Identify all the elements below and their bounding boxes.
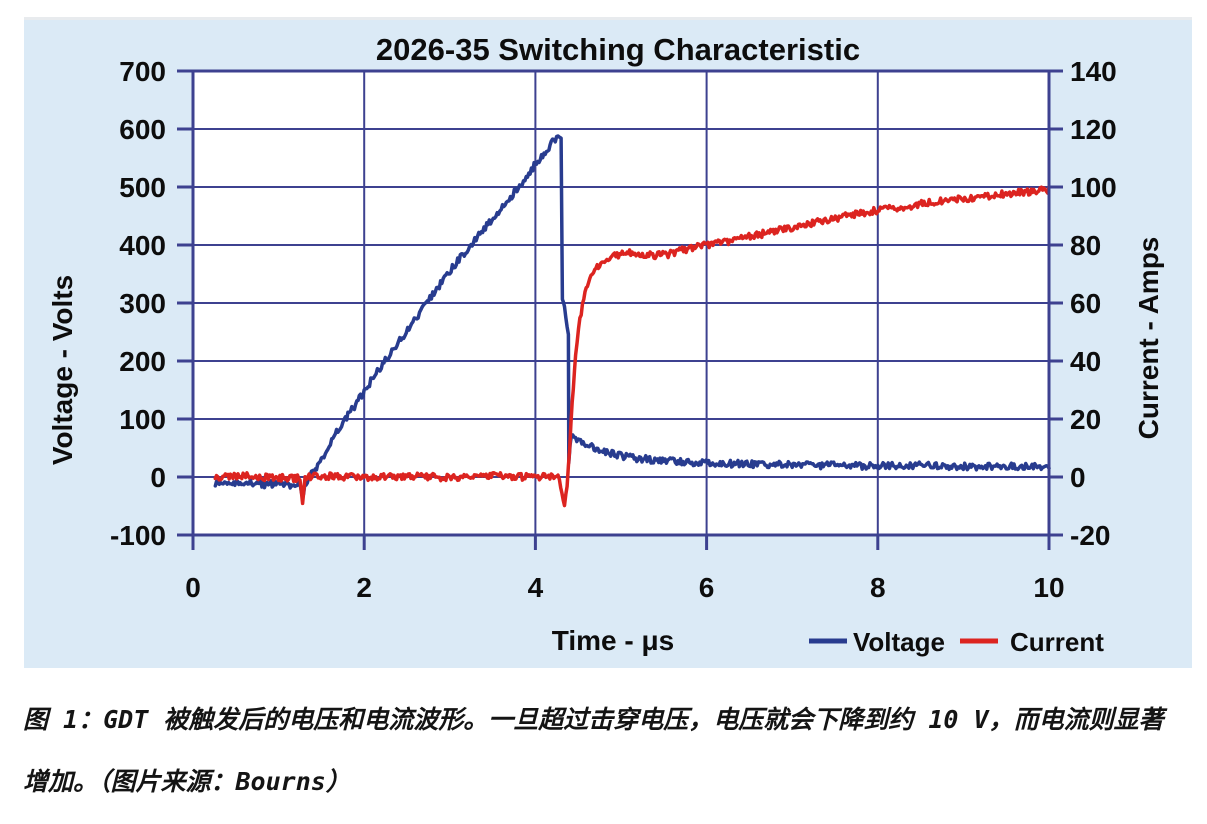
current-curve (213, 184, 1051, 508)
caption-line-1: 图 1：GDT 被触发后的电压和电流波形。一旦超过击穿电压，电压就会下降到约 1… (23, 705, 1164, 734)
left-axis-tick-label: 700 (119, 56, 166, 87)
right-axis-tick-label: -20 (1070, 520, 1110, 551)
left-axis-tick-label: 100 (119, 404, 166, 435)
chart-title: 2026-35 Switching Characteristic (376, 32, 860, 67)
x-axis-tick-label: 0 (185, 572, 201, 603)
voltage-curve (213, 134, 1051, 500)
legend: Voltage Current (809, 627, 1104, 657)
x-axis-label: Time - μs (552, 625, 674, 656)
left-axis-tick-label: 300 (119, 288, 166, 319)
legend-label-voltage: Voltage (853, 627, 945, 657)
right-axis-tick-label: 20 (1070, 404, 1101, 435)
caption-line-2: 增加。（图片来源：Bourns） (23, 767, 351, 796)
right-axis-tick-label: 140 (1070, 56, 1117, 87)
left-axis-tick-label: 200 (119, 346, 166, 377)
right-axis-tick-label: 80 (1070, 230, 1101, 261)
grid-lines (193, 71, 1049, 535)
series-curves (213, 134, 1051, 508)
figure-card: 2026-35 Switching Characteristic 700 600 5… (24, 17, 1192, 668)
figure-caption: 图 1：GDT 被触发后的电压和电流波形。一旦超过击穿电压，电压就会下降到约 1… (23, 700, 1183, 824)
legend-label-current: Current (1010, 627, 1104, 657)
left-axis-tick-label: 0 (150, 462, 166, 493)
left-axis-tick-label: 400 (119, 230, 166, 261)
left-axis-tick-label: 500 (119, 172, 166, 203)
right-axis-label: Current - Amps (1133, 237, 1164, 440)
right-axis-tick-label: 120 (1070, 114, 1117, 145)
right-axis-tick-label: 0 (1070, 462, 1086, 493)
left-axis-tick-label: 600 (119, 114, 166, 145)
axis-ticks (177, 69, 1063, 550)
right-axis-tick-label: 40 (1070, 346, 1101, 377)
x-axis-tick-label: 4 (528, 572, 544, 603)
x-axis-tick-label: 2 (356, 572, 372, 603)
right-axis-tick-label: 100 (1070, 172, 1117, 203)
right-axis-tick-label: 60 (1070, 288, 1101, 319)
left-axis-tick-label: -100 (110, 520, 166, 551)
tick-labels: 7006005004003002001000-10014012010080604… (110, 56, 1117, 603)
left-axis-label: Voltage - Volts (47, 275, 78, 465)
x-axis-tick-label: 6 (699, 572, 715, 603)
x-axis-tick-label: 10 (1033, 572, 1064, 603)
x-axis-tick-label: 8 (870, 572, 886, 603)
switching-characteristic-chart: 2026-35 Switching Characteristic 7006005… (47, 32, 1164, 657)
